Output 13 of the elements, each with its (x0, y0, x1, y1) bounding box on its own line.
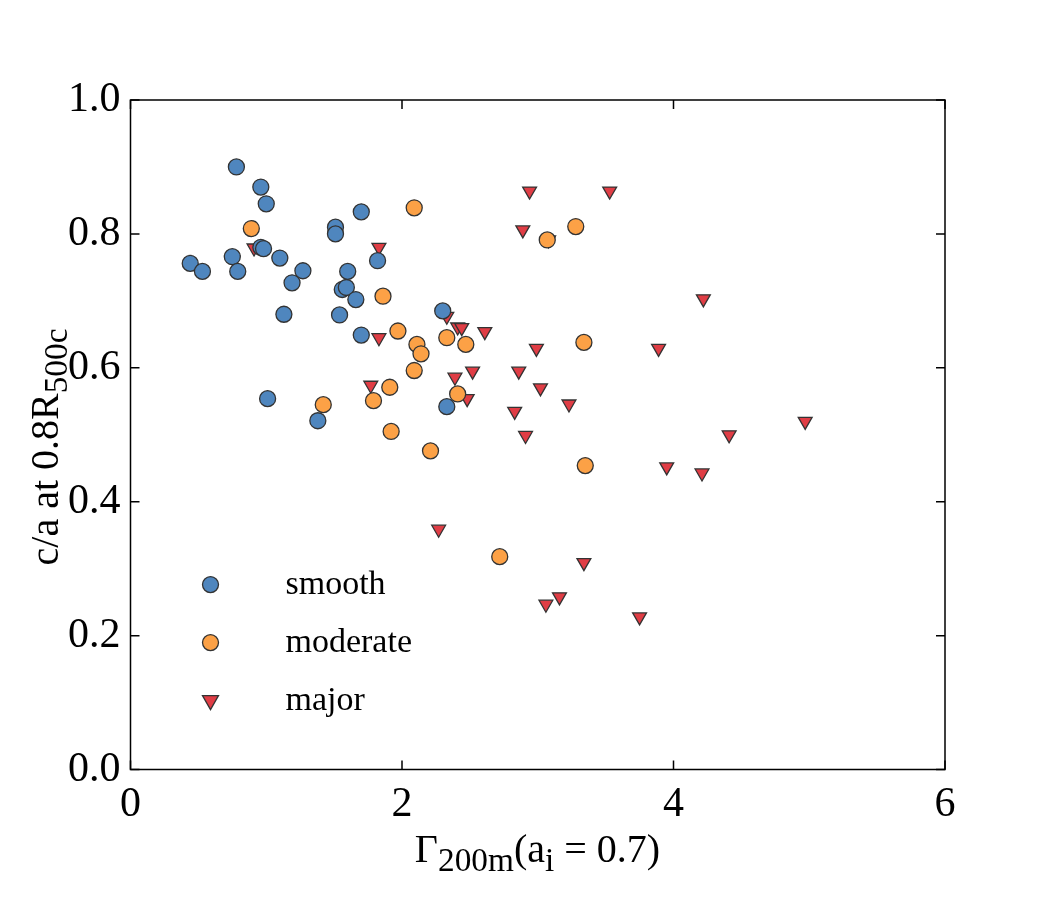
x-axis-title: Γ$_{200m}$(a$_{i}$ = 0.7) (413, 825, 662, 879)
y-tick-label: 1.0 (68, 74, 121, 121)
x-tick-label: 0 (120, 778, 141, 825)
legend-label: moderate (285, 621, 412, 659)
y-tick-label: 0.6 (68, 341, 121, 388)
y-tick-label: 0.0 (68, 743, 121, 790)
legend-label: smooth (285, 563, 386, 601)
legend-label: major (285, 679, 366, 717)
x-tick-label: 6 (934, 778, 956, 825)
y-tick-label: 0.2 (68, 609, 121, 656)
x-tick-label: 4 (663, 778, 684, 825)
y-tick-label: 0.8 (68, 207, 121, 254)
x-tick-label: 2 (391, 778, 413, 825)
